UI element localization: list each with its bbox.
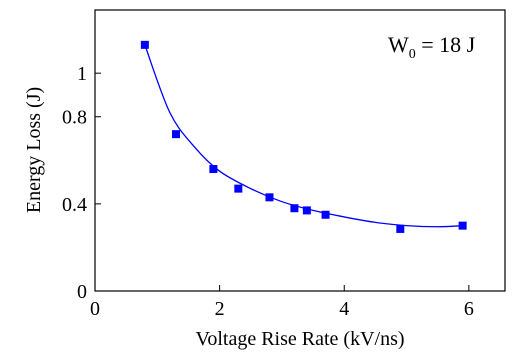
x-axis-label: Voltage Rise Rate (kV/ns) bbox=[195, 328, 404, 350]
plot-frame bbox=[94, 9, 506, 292]
data-point bbox=[396, 224, 405, 233]
annotation-subscript: 0 bbox=[409, 47, 416, 62]
data-point bbox=[234, 184, 243, 193]
y-tick-label: 0.4 bbox=[62, 194, 87, 216]
y-tick-label: 1 bbox=[77, 63, 87, 85]
x-tick-label: 4 bbox=[339, 298, 349, 320]
data-point bbox=[172, 130, 181, 139]
annotation: W0 = 18 J bbox=[388, 32, 476, 62]
fit-curve bbox=[144, 44, 463, 228]
data-point bbox=[290, 204, 299, 213]
data-point bbox=[321, 210, 330, 219]
y-tick-label: 0 bbox=[77, 281, 87, 303]
x-tick-label: 0 bbox=[90, 298, 100, 320]
annotation-rest: = 18 J bbox=[416, 32, 476, 57]
data-point bbox=[140, 40, 149, 49]
data-point bbox=[302, 206, 311, 215]
data-point bbox=[458, 221, 467, 230]
data-point bbox=[209, 165, 218, 174]
annotation-main: W bbox=[388, 32, 409, 57]
y-tick-label: 0.8 bbox=[62, 107, 87, 129]
x-tick-label: 2 bbox=[215, 298, 225, 320]
y-axis-label: Energy Loss (J) bbox=[23, 87, 45, 213]
data-point bbox=[265, 193, 274, 202]
x-tick-label: 6 bbox=[464, 298, 474, 320]
